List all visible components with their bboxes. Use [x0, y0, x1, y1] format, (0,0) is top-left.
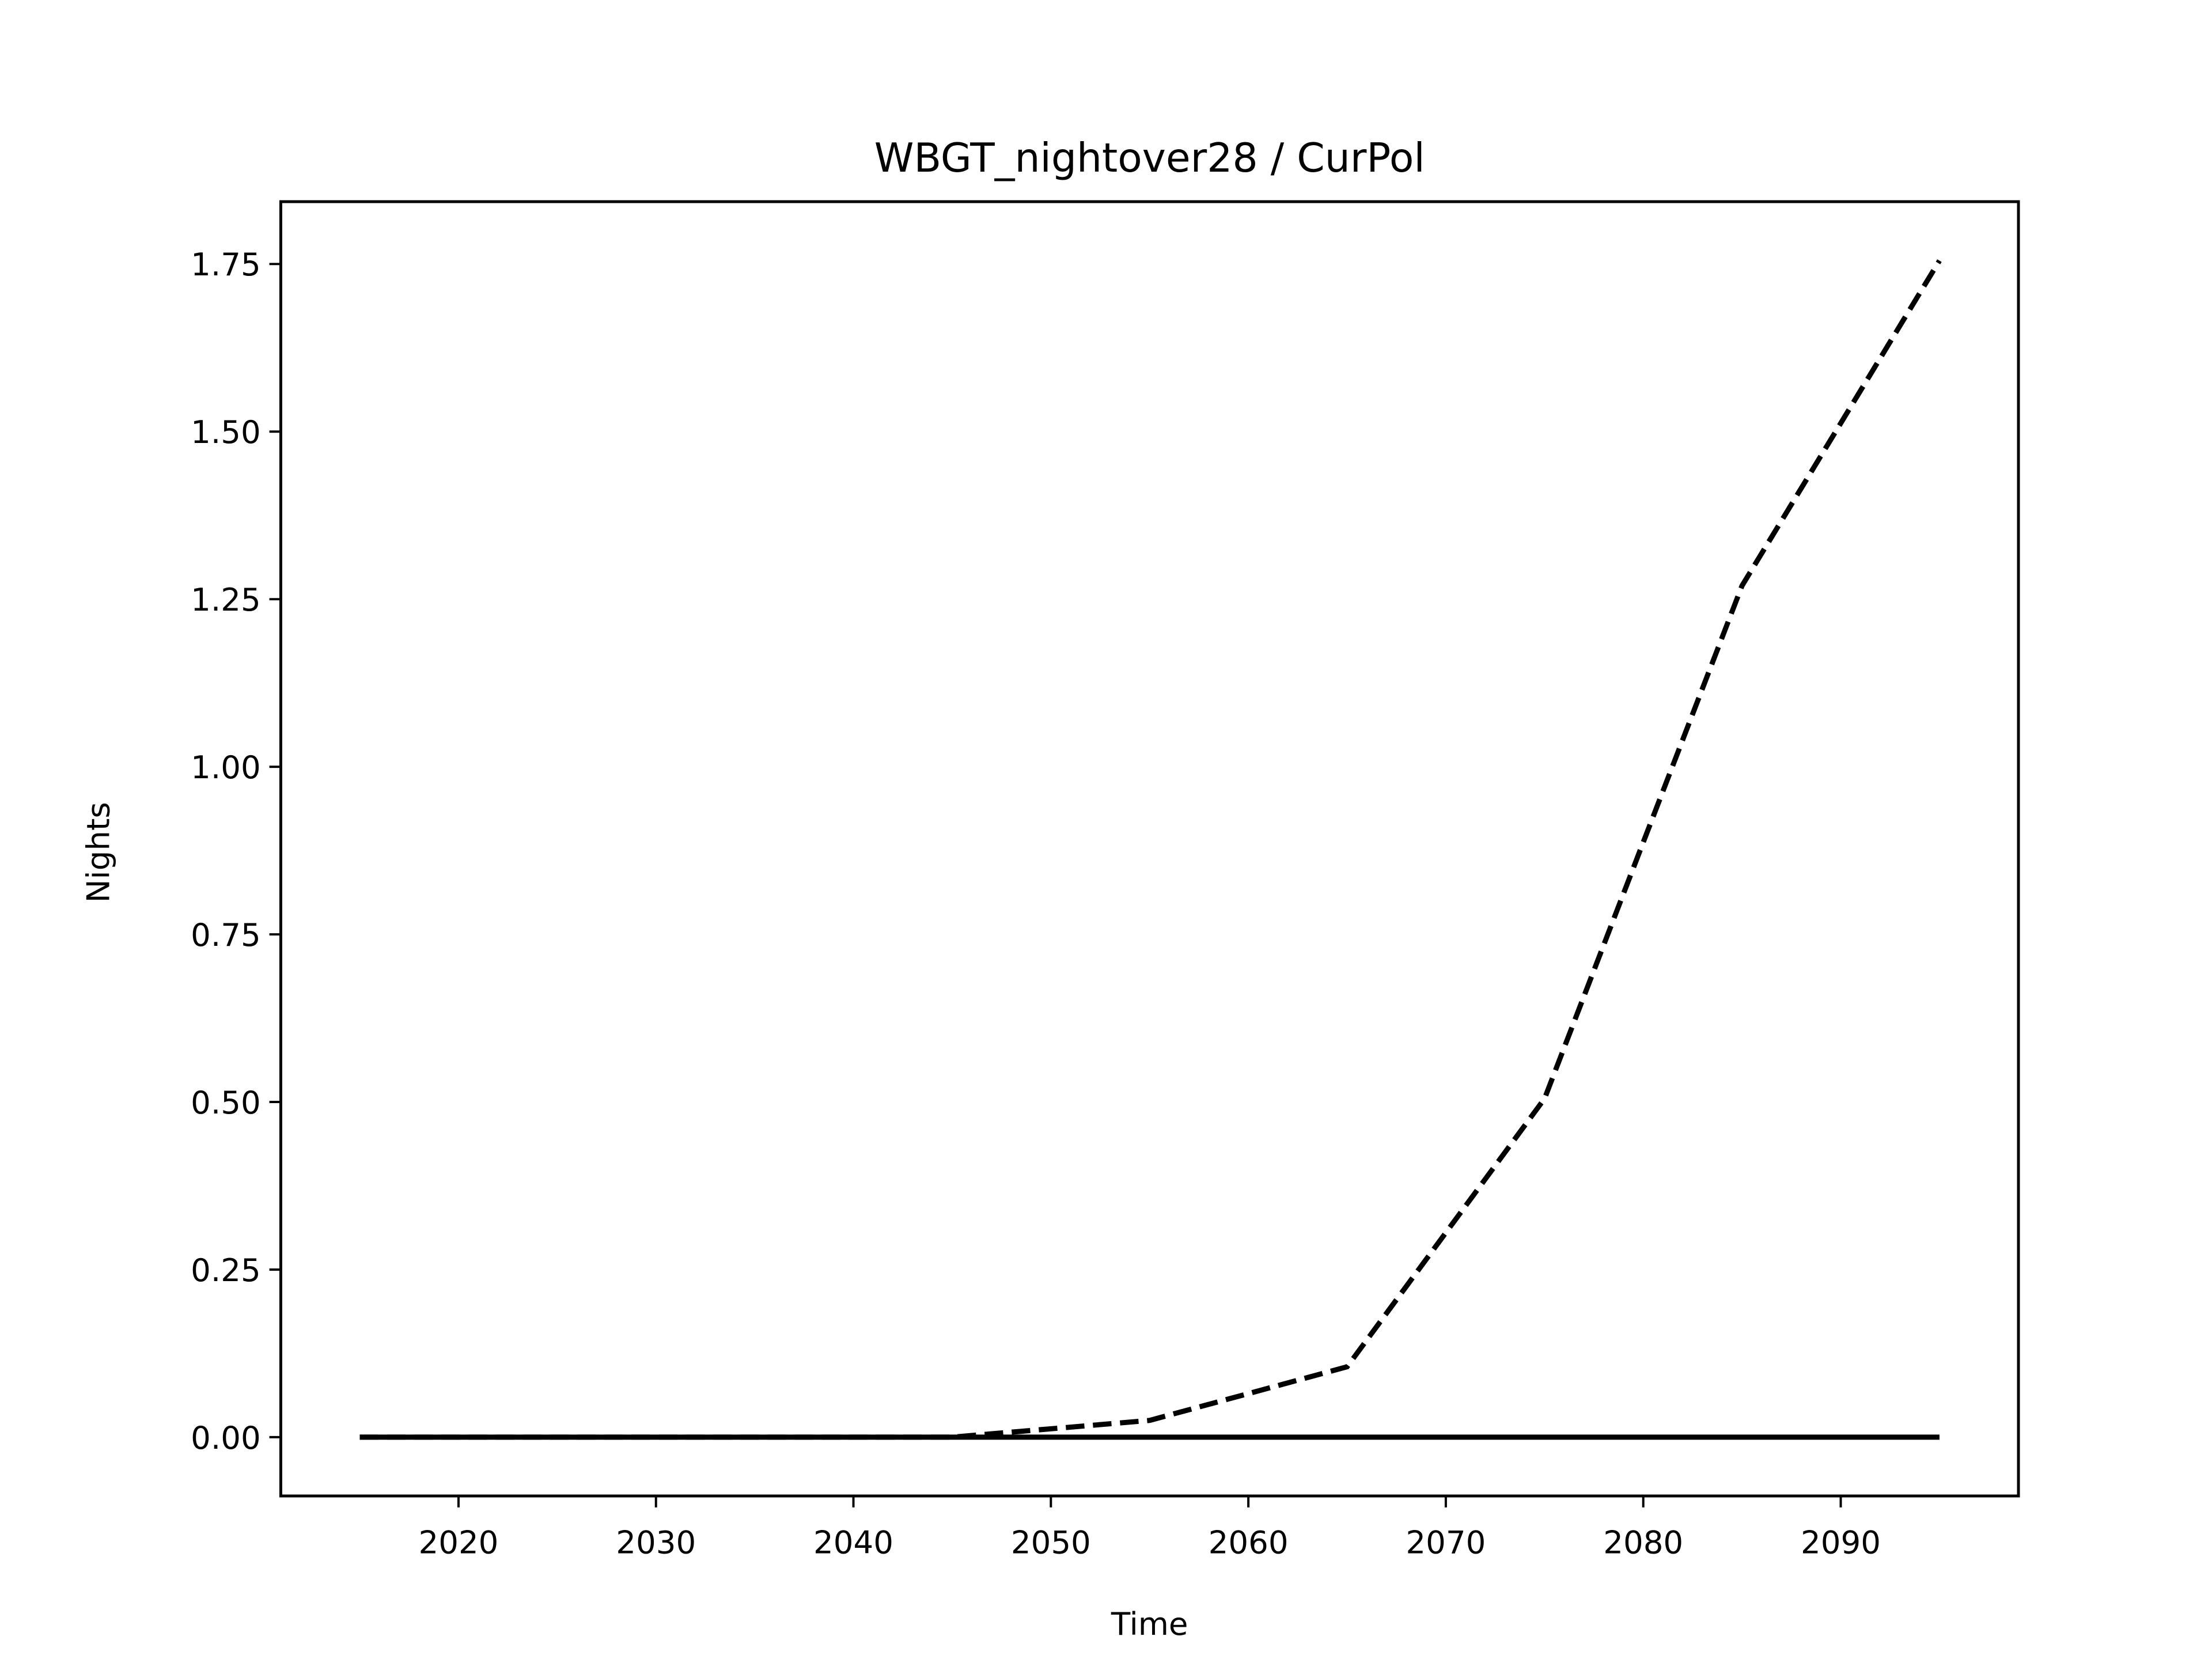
- x-tick-label: 2030: [616, 1524, 696, 1560]
- x-tick-label: 2040: [813, 1524, 893, 1560]
- chart-title: WBGT_nightover28 / CurPol: [874, 135, 1425, 181]
- y-tick-label: 0.25: [191, 1252, 261, 1289]
- x-tick-label: 2080: [1603, 1524, 1683, 1560]
- y-tick-label: 1.25: [191, 581, 261, 618]
- x-tick-label: 2070: [1406, 1524, 1486, 1560]
- line-series: [359, 259, 1942, 1440]
- y-axis-label: Nights: [80, 802, 117, 903]
- x-tick-label: 2050: [1011, 1524, 1091, 1560]
- y-tick-label: 1.00: [191, 749, 261, 786]
- y-tick-label: 1.75: [191, 246, 261, 283]
- x-axis-label: Time: [1111, 1605, 1188, 1642]
- y-tick-label: 0.00: [191, 1419, 261, 1456]
- y-tick-label: 0.75: [191, 916, 261, 953]
- x-tick-label: 2060: [1209, 1524, 1289, 1560]
- x-tick-label: 2020: [418, 1524, 498, 1560]
- plot-frame: [279, 200, 2020, 1498]
- y-tick-label: 0.50: [191, 1084, 261, 1121]
- x-tick-label: 2090: [1801, 1524, 1881, 1560]
- y-tick-label: 1.50: [191, 414, 261, 450]
